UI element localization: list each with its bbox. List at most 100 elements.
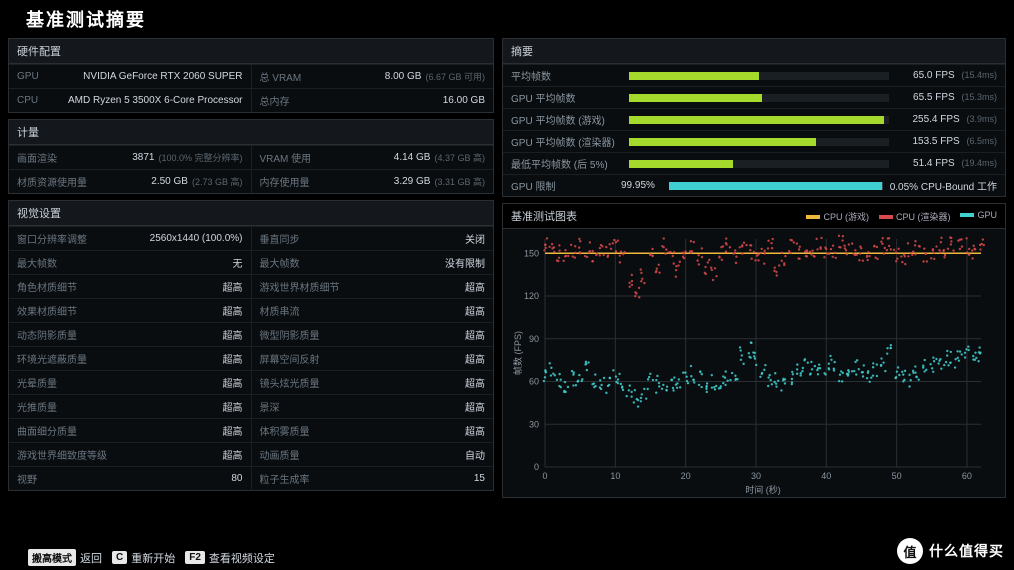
mode-hint[interactable]: 搬高模式 返回	[28, 549, 102, 566]
video-hint[interactable]: F2 查看视频设定	[185, 550, 275, 566]
setting-cell: 材质串流 超高	[251, 298, 494, 322]
setting-value: 超高	[465, 279, 485, 294]
setting-cell: 体积雾质量 超高	[251, 418, 494, 442]
setting-label: 动画质量	[260, 447, 300, 462]
legend-swatch-icon	[806, 215, 820, 219]
gpu-limit-track	[669, 182, 882, 190]
setting-label: 画面渲染	[17, 150, 57, 165]
setting-value: 自动	[465, 447, 485, 462]
setting-value: 超高	[465, 375, 485, 390]
setting-label: 材质串流	[260, 303, 300, 318]
setting-label: 环境光遮蔽质量	[17, 351, 87, 366]
summary-bar-fill	[629, 160, 733, 168]
setting-label: 游戏世界材质细节	[260, 279, 340, 294]
summary-bar-track	[629, 94, 889, 102]
svg-text:时间 (秒): 时间 (秒)	[745, 484, 781, 495]
setting-label: 镜头炫光质量	[260, 375, 320, 390]
setting-value: 超高	[465, 303, 485, 318]
setting-value: 超高	[223, 351, 243, 366]
hardware-panel: 硬件配置 GPUNVIDIA GeForce RTX 2060 SUPER总 V…	[8, 38, 494, 113]
setting-label: 动态阴影质量	[17, 327, 77, 342]
chart-legend: CPU (游戏)CPU (渲染器)GPU	[806, 210, 997, 223]
setting-label: VRAM 使用	[260, 150, 312, 165]
setting-value: 没有限制	[445, 255, 485, 270]
legend-swatch-icon	[879, 215, 893, 219]
summary-label: 最低平均帧数 (后 5%)	[511, 156, 621, 171]
svg-text:40: 40	[821, 471, 831, 481]
setting-cell: 总内存16.00 GB	[251, 88, 494, 112]
setting-value: 超高	[223, 303, 243, 318]
summary-value: 65.5 FPS (15.3ms)	[897, 92, 997, 103]
setting-sub: (3.31 GB 高)	[434, 175, 485, 188]
chart-panel: 基准测试图表 CPU (游戏)CPU (渲染器)GPU 030609012015…	[502, 203, 1006, 498]
summary-bar-fill	[629, 138, 816, 146]
setting-cell: 微型阴影质量超高	[251, 322, 494, 346]
setting-cell: 曲面细分质量超高	[9, 418, 251, 442]
summary-row: 最低平均帧数 (后 5%) 51.4 FPS (19.4ms)	[503, 152, 1005, 174]
setting-value: 3871	[132, 152, 154, 163]
gpu-limit-right-value: 0.05% CPU-Bound 工作	[890, 178, 997, 193]
watermark-text: 什么值得买	[929, 541, 1004, 561]
setting-cell: 游戏世界细致度等级超高	[9, 442, 251, 466]
setting-value: 超高	[223, 327, 243, 342]
setting-cell: 光晕质量 超高	[9, 370, 251, 394]
setting-label: 光晕质量	[17, 375, 57, 390]
summary-bar-fill	[629, 116, 884, 124]
summary-label: 平均帧数	[511, 68, 621, 83]
summary-label: GPU 平均帧数	[511, 90, 621, 105]
svg-text:帧数 (FPS): 帧数 (FPS)	[512, 331, 523, 375]
summary-label: GPU 平均帧数 (游戏)	[511, 112, 621, 127]
setting-cell: 窗口分辨率调整2560x1440 (100.0%)	[9, 226, 251, 250]
hardware-header: 硬件配置	[9, 39, 493, 64]
setting-cell: 镜头炫光质量 超高	[251, 370, 494, 394]
setting-value: AMD Ryzen 5 3500X 6-Core Processor	[68, 95, 243, 106]
setting-label: 垂直同步	[260, 231, 300, 246]
setting-label: 最大帧数	[260, 255, 300, 270]
setting-label: 曲面细分质量	[17, 423, 77, 438]
setting-cell: 最大帧数 没有限制	[251, 250, 494, 274]
setting-cell: 景深超高	[251, 394, 494, 418]
setting-label: 光推质量	[17, 399, 57, 414]
svg-text:150: 150	[524, 248, 539, 258]
setting-label: 视野	[17, 471, 37, 486]
svg-text:0: 0	[534, 462, 539, 472]
setting-sub: (4.37 GB 高)	[434, 151, 485, 164]
setting-cell: 动画质量 自动	[251, 442, 494, 466]
setting-label: 体积雾质量	[260, 423, 310, 438]
setting-value: 超高	[465, 423, 485, 438]
setting-label: 内存使用量	[260, 174, 310, 189]
setting-cell: 效果材质细节 超高	[9, 298, 251, 322]
setting-cell: 垂直同步 关闭	[251, 226, 494, 250]
summary-bar-track	[629, 138, 889, 146]
summary-value: 255.4 FPS (3.9ms)	[897, 114, 997, 125]
summary-bar-track	[629, 160, 889, 168]
gpu-limit-label: GPU 限制	[511, 178, 621, 193]
setting-sub: (2.73 GB 高)	[192, 175, 243, 188]
setting-value: 8.00 GB	[385, 71, 422, 82]
summary-label: GPU 平均帧数 (渲染器)	[511, 134, 621, 149]
setting-cell: 总 VRAM8.00 GB(6.67 GB 可用)	[251, 64, 494, 88]
setting-label: 角色材质细节	[17, 279, 77, 294]
setting-label: 最大帧数	[17, 255, 57, 270]
summary-row: 平均帧数65.0 FPS (15.4ms)	[503, 64, 1005, 86]
setting-label: 窗口分辨率调整	[17, 231, 87, 246]
setting-value: 4.14 GB	[394, 152, 431, 163]
chart-header: 基准测试图表	[511, 208, 577, 224]
summary-value: 51.4 FPS (19.4ms)	[897, 158, 997, 169]
summary-header: 摘要	[503, 39, 1005, 64]
setting-label: 游戏世界细致度等级	[17, 447, 107, 462]
setting-cell: 光推质量 超高	[9, 394, 251, 418]
setting-value: 16.00 GB	[443, 95, 485, 106]
setting-cell: 内存使用量3.29 GB(3.31 GB 高)	[251, 169, 494, 193]
setting-cell: 最大帧数无	[9, 250, 251, 274]
setting-value: 超高	[223, 399, 243, 414]
setting-value: 关闭	[465, 231, 485, 246]
restart-hint[interactable]: C 重新开始	[112, 550, 175, 566]
summary-panel: 摘要 平均帧数65.0 FPS (15.4ms) GPU 平均帧数 65.5 FPS…	[502, 38, 1006, 197]
setting-value: 超高	[465, 327, 485, 342]
visual-panel: 视觉设置 窗口分辨率调整2560x1440 (100.0%)垂直同步关闭最大帧数…	[8, 200, 494, 491]
setting-cell: 动态阴影质量 超高	[9, 322, 251, 346]
setting-value: 超高	[223, 375, 243, 390]
gpu-limit-row: GPU 限制99.95%0.05% CPU-Bound 工作	[503, 174, 1005, 196]
setting-label: 效果材质细节	[17, 303, 77, 318]
